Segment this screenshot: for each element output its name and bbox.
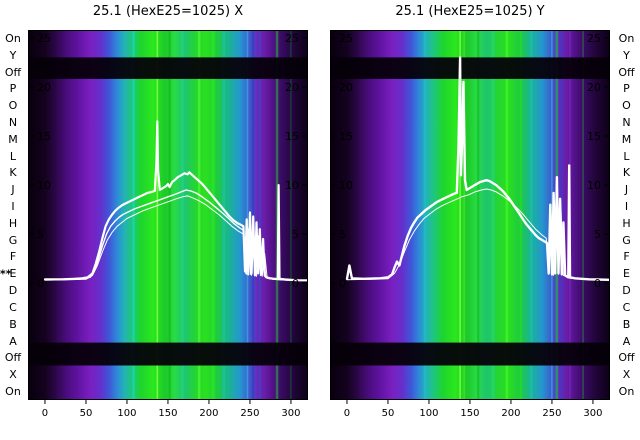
svg-text:200: 200 [199, 408, 218, 419]
svg-text:5: 5 [594, 228, 601, 241]
row-label: P [623, 82, 630, 96]
svg-text:25: 25 [587, 32, 601, 45]
row-label: Off [4, 65, 22, 79]
svg-text:50: 50 [80, 408, 93, 419]
row-label: On [5, 384, 21, 398]
row-label: H [622, 216, 631, 230]
svg-text:15: 15 [339, 130, 353, 143]
svg-text:0: 0 [42, 408, 48, 419]
row-label: F [623, 250, 630, 264]
heatmap-panel-x: 25 25 20 20 15 15 10 10 5 5 0 0 [28, 30, 308, 400]
row-label: C [9, 300, 17, 314]
svg-text:300: 300 [583, 408, 602, 419]
row-label: J [624, 183, 629, 197]
row-label: O [8, 99, 18, 113]
svg-text:10: 10 [37, 179, 51, 192]
row-label: On [618, 31, 635, 45]
svg-text:20: 20 [285, 81, 299, 94]
row-labels-left: On Y Off P O N M L K J I H G F ** E D C B A Off X On [0, 30, 26, 400]
svg-text:50: 50 [382, 408, 395, 419]
row-label: A [9, 334, 17, 348]
row-label: X [622, 368, 631, 382]
svg-text:250: 250 [240, 408, 259, 419]
row-label: L [9, 149, 17, 163]
row-label: Y [623, 48, 630, 62]
svg-text:15: 15 [285, 130, 299, 143]
svg-text:25: 25 [285, 32, 299, 45]
svg-text:0: 0 [292, 277, 299, 290]
svg-text:25: 25 [37, 32, 51, 45]
svg-text:15: 15 [587, 130, 601, 143]
panel-x: 25.1 (HexE25=1025) X 25 25 20 20 15 15 10 10 5 5 0… [28, 4, 308, 419]
row-label: K [9, 166, 17, 180]
x-axis-panel-y: 0 50 100 150 200 250 300 [344, 400, 602, 419]
svg-text:0: 0 [339, 277, 346, 290]
row-label: C [622, 300, 631, 314]
panel-y: 25.1 (HexE25=1025) Y 25 25 20 20 15 15 10 10 5 5 0… [330, 4, 610, 419]
row-label: E [623, 267, 630, 281]
panel-x-title: 25.1 (HexE25=1025) X [92, 4, 244, 19]
row-label: J [11, 183, 15, 197]
row-label: G [8, 233, 18, 247]
svg-text:0: 0 [37, 277, 44, 290]
row-label: D [8, 284, 18, 298]
svg-text:10: 10 [285, 179, 299, 192]
row-label: Off [4, 351, 22, 365]
svg-text:150: 150 [460, 408, 479, 419]
row-label: O [622, 99, 631, 113]
row-label: K [622, 166, 631, 180]
row-label: N [622, 115, 631, 129]
svg-text:200: 200 [501, 408, 520, 419]
svg-text:150: 150 [158, 408, 177, 419]
row-label: M [621, 132, 632, 146]
row-label: L [623, 149, 630, 163]
row-label: H [8, 216, 18, 230]
row-label: Off [618, 351, 635, 365]
svg-text:25: 25 [339, 32, 353, 45]
row-labels-right: On Y Off P O N M L K J I H G F E D C B A Off X On [613, 30, 640, 400]
panel-y-title: 25.1 (HexE25=1025) Y [395, 4, 545, 19]
svg-text:100: 100 [117, 408, 136, 419]
svg-text:20: 20 [37, 81, 51, 94]
row-label: A [622, 334, 631, 348]
svg-text:5: 5 [339, 228, 346, 241]
heatmap-panel-y: 25 25 20 20 15 15 10 10 5 5 0 0 [330, 30, 610, 400]
row-label: B [622, 317, 631, 331]
row-label: ** E [0, 267, 17, 281]
svg-text:0: 0 [594, 277, 601, 290]
row-label: On [618, 384, 635, 398]
svg-text:10: 10 [339, 179, 353, 192]
svg-text:0: 0 [344, 408, 350, 419]
svg-text:100: 100 [419, 408, 438, 419]
row-label: M [8, 132, 18, 146]
row-label: P [9, 82, 17, 96]
svg-text:300: 300 [281, 408, 300, 419]
row-label: G [622, 233, 631, 247]
row-label: B [9, 317, 17, 331]
row-label: F [9, 250, 17, 264]
row-label: I [624, 200, 629, 214]
svg-text:20: 20 [587, 81, 601, 94]
svg-text:10: 10 [587, 179, 601, 192]
row-label: On [5, 31, 21, 45]
svg-text:15: 15 [37, 130, 51, 143]
row-label: Off [618, 65, 635, 79]
row-label: X [9, 368, 17, 382]
svg-text:250: 250 [542, 408, 561, 419]
row-label: Y [9, 48, 17, 62]
svg-text:5: 5 [37, 228, 44, 241]
row-label: D [622, 284, 631, 298]
x-axis-panel-x: 0 50 100 150 200 250 300 [42, 400, 300, 419]
row-label: I [11, 200, 15, 214]
svg-text:20: 20 [339, 81, 353, 94]
row-label: N [8, 115, 18, 129]
selected-row-marker: ** [0, 267, 12, 281]
svg-text:5: 5 [292, 228, 299, 241]
